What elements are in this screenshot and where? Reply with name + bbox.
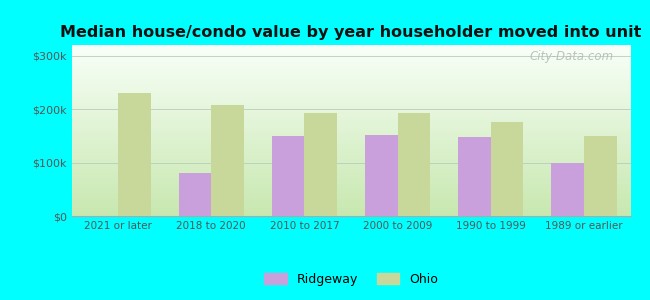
Bar: [179, 173, 211, 216]
Bar: [365, 135, 398, 216]
Bar: [458, 137, 491, 216]
Legend: Ridgeway, Ohio: Ridgeway, Ohio: [259, 268, 443, 291]
Bar: [584, 136, 616, 216]
Bar: [272, 136, 304, 216]
Bar: [551, 163, 584, 216]
Bar: [491, 122, 523, 216]
Bar: [118, 93, 151, 216]
Bar: [398, 113, 430, 216]
Bar: [304, 113, 337, 216]
Bar: [211, 105, 244, 216]
Title: Median house/condo value by year householder moved into unit: Median house/condo value by year househo…: [60, 25, 642, 40]
Text: City-Data.com: City-Data.com: [530, 50, 614, 63]
